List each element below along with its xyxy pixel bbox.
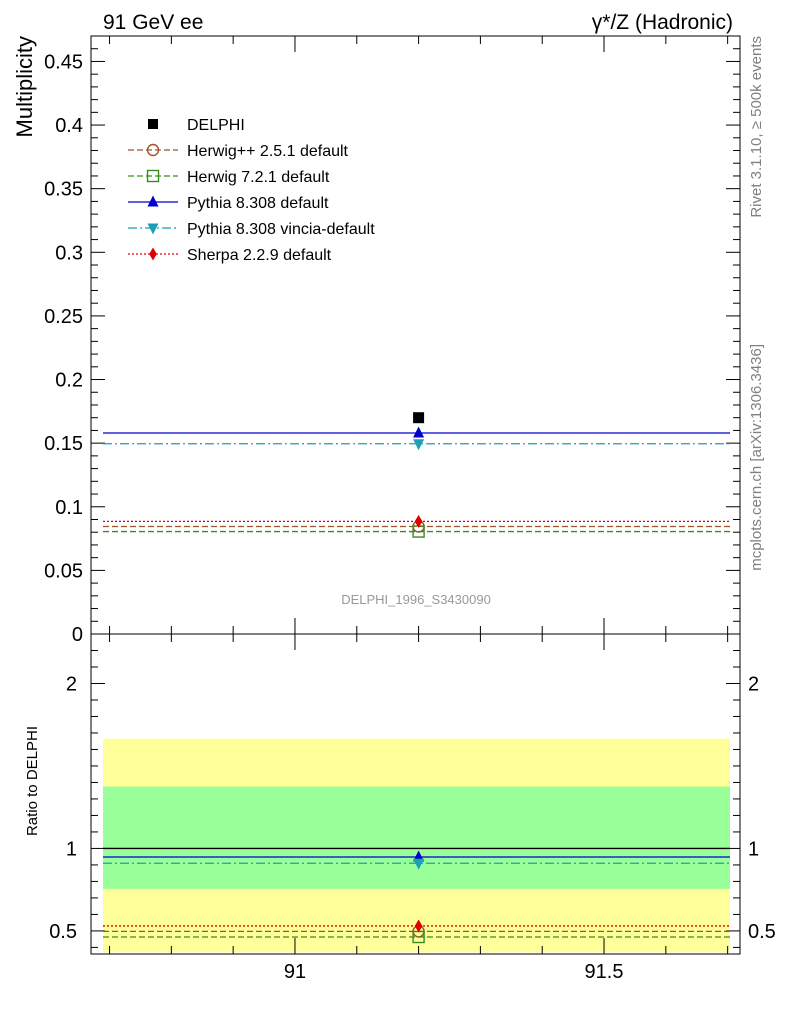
y-tick-label: 0.35 [44,179,83,201]
main-series [103,412,730,538]
inner-band [103,786,730,889]
ratio-series [103,847,730,944]
mcplots-label: mcplots.cern.ch [arXiv:1306.3436] [748,344,765,571]
rivet-label: Rivet 3.1.10, ≥ 500k events [748,36,765,218]
right-title: γ*/Z (Hadronic) [592,11,733,34]
main-ylabel: Multiplicity [12,36,37,137]
legend-marker-vincia [147,223,159,235]
legend-marker-delphi [148,119,158,129]
pythia-ratio-marker [413,850,425,862]
ratio-tick-label-right: 1 [748,838,759,860]
y-tick-label: 0.4 [55,115,83,137]
y-tick-label: 0.45 [44,51,83,73]
ratio-ylabel: Ratio to DELPHI [24,726,41,836]
sherpa-marker [414,514,423,528]
ratio-uncertainty-bands [103,738,730,953]
y-tick-label: 0.15 [44,433,83,455]
legend-marker-herwigpp [146,143,160,157]
pythia-marker [413,426,425,438]
legend-marker-pythia [147,195,159,207]
y-tick-label: 0.3 [55,242,83,264]
ratio-tick-label-left: 0.5 [49,921,77,943]
legend-label-pythia: Pythia 8.308 default [187,195,329,212]
ratio-tick-label-right: 2 [748,673,759,695]
y-tick-label: 0.1 [55,497,83,519]
x-tick-label: 91 [284,961,306,983]
y-tick-label: 0 [72,624,83,646]
legend-label-sherpa: Sherpa 2.2.9 default [187,247,332,264]
left-title: 91 GeV ee [103,11,203,34]
delphi-marker [413,412,425,424]
legend-marker-herwig7 [146,169,160,183]
legend-label-herwigpp: Herwig++ 2.5.1 default [187,143,349,160]
ratio-tick-label-right: 0.5 [748,921,776,943]
sherpa-ratio-marker [414,919,423,933]
legend-label-delphi: DELPHI [187,117,245,134]
legend: DELPHI Herwig++ 2.5.1 default Herwig 7.2.1… [128,117,375,264]
legend-marker-sherpa [149,247,157,261]
legend-label-vincia: Pythia 8.308 vincia-default [187,221,375,238]
ratio-tick-label-left: 1 [66,838,77,860]
ratio-frame [90,633,741,955]
x-axis: 91 91.5 [109,36,729,983]
y-tick-label: 0.2 [55,370,83,392]
analysis-label: DELPHI_1996_S3430090 [341,592,491,607]
vincia-ratio-marker [413,858,425,870]
ratio-tick-label-left: 2 [66,673,77,695]
y-tick-label: 0.05 [44,560,83,582]
x-tick-label: 91.5 [585,961,624,983]
y-tick-label: 0.25 [44,306,83,328]
legend-label-herwig7: Herwig 7.2.1 default [187,169,330,186]
main-y-axis: 0 0.05 0.1 0.15 0.2 0.25 0.3 0.35 0.4 0.45 [44,48,740,646]
vincia-marker [413,439,425,451]
ratio-y-axis: 0.5 0.5 1 1 2 2 [49,649,776,948]
